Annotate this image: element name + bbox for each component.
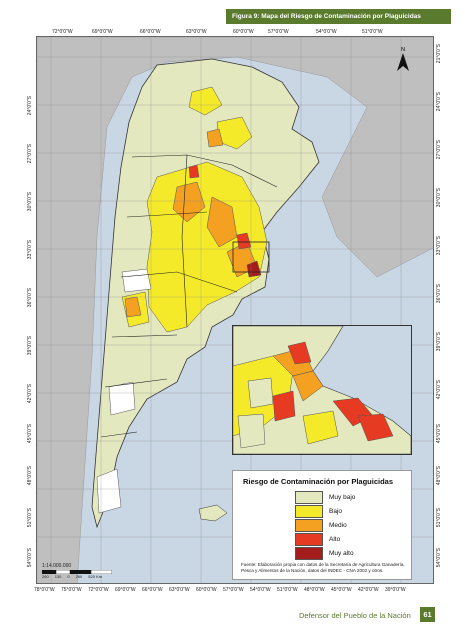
lon-label-bottom: 54°0'0"W [250,587,271,593]
legend-swatch [295,505,323,518]
lat-label-right: 24°0'0"S [436,92,442,112]
lon-label-bottom: 60°0'0"W [196,587,217,593]
lon-label-top: 57°0'0"W [268,29,289,35]
lon-label-top: 54°0'0"W [316,29,337,35]
lat-label-right: 45°0'0"S [436,424,442,444]
lat-label-left: 30°0'0"S [27,192,33,212]
lat-label-left: 48°0'0"S [27,466,33,486]
legend-swatch [295,533,323,546]
lat-label-right: 21°0'0"S [436,44,442,64]
scale-tick: 130 [54,574,62,579]
lon-label-bottom: 78°0'0"W [34,587,55,593]
lat-label-left: 54°0'0"S [27,548,33,568]
page-number: 61 [420,607,435,622]
lat-label-left: 39°0'0"S [27,336,33,356]
legend-item-bajo: Bajo [295,505,342,518]
lon-label-top: 66°0'0"W [140,29,161,35]
lat-label-left: 36°0'0"S [27,288,33,308]
lon-label-bottom: 42°0'0"W [358,587,379,593]
legend-label: Alto [329,536,341,543]
lon-label-bottom: 51°0'0"W [277,587,298,593]
lon-label-top: 51°0'0"W [362,29,383,35]
lat-label-left: 33°0'0"S [27,240,33,260]
legend-item-muy-bajo: Muy bajo [295,491,355,504]
lon-label-bottom: 69°0'0"W [115,587,136,593]
lat-label-right: 36°0'0"S [436,284,442,304]
map-legend: Riesgo de Contaminación por Plaguicidas … [232,470,412,580]
argentina-map [37,37,433,583]
lon-label-top: 60°0'0"W [233,29,254,35]
lat-label-right: 51°0'0"S [436,508,442,528]
lon-label-bottom: 75°0'0"W [61,587,82,593]
lat-label-left: 42°0'0"S [27,384,33,404]
lat-label-left: 24°0'0"S [27,96,33,116]
legend-item-alto: Alto [295,533,340,546]
legend-label: Bajo [329,508,343,515]
lon-label-top: 63°0'0"W [186,29,207,35]
figure-title: Figura 9: Mapa del Riesgo de Contaminaci… [226,9,451,24]
scale-ratio: 1:14.000.000 [42,563,72,569]
map-source-note: Fuente: Elaboración propia con datos de … [241,562,405,573]
lat-label-left: 51°0'0"S [27,508,33,528]
lat-label-right: 48°0'0"S [436,466,442,486]
inset-locator-box [232,241,270,273]
lon-label-bottom: 66°0'0"W [142,587,163,593]
legend-title: Riesgo de Contaminación por Plaguicidas [243,477,394,486]
lat-label-right: 42°0'0"S [436,380,442,400]
scale-bar: 1:14.000.000 260 130 0 260 520 Km [42,563,112,579]
legend-label: Medio [329,522,347,529]
legend-swatch [295,519,323,532]
lon-label-bottom: 45°0'0"W [331,587,352,593]
lon-label-bottom: 39°0'0"W [385,587,406,593]
lon-label-bottom: 63°0'0"W [169,587,190,593]
lat-label-right: 33°0'0"S [436,236,442,256]
legend-label: Muy bajo [329,494,356,501]
north-arrow-icon: N [396,47,410,73]
lon-label-bottom: 48°0'0"W [304,587,325,593]
legend-item-medio: Medio [295,519,347,532]
scale-tick: 0 [67,574,70,579]
lat-label-right: 27°0'0"S [436,140,442,160]
lat-label-left: 45°0'0"S [27,424,33,444]
lat-label-left: 27°0'0"S [27,144,33,164]
inset-map [232,325,412,455]
legend-swatch [295,547,323,560]
legend-swatch [295,491,323,504]
lon-label-top: 72°0'0"W [52,29,73,35]
north-label: N [401,47,405,53]
footer-publisher: Defensor del Pueblo de la Nación [299,611,411,620]
lon-label-bottom: 72°0'0"W [88,587,109,593]
legend-item-muy-alto: Muy alto [295,547,354,560]
legend-label: Muy alto [329,550,354,557]
lon-label-bottom: 57°0'0"W [223,587,244,593]
scale-tick: 260 [75,574,83,579]
lat-label-right: 39°0'0"S [436,332,442,352]
lon-label-top: 69°0'0"W [92,29,113,35]
scale-tick: 260 [42,574,49,579]
lat-label-right: 30°0'0"S [436,188,442,208]
lat-label-right: 54°0'0"S [436,548,442,568]
scale-tick: 520 Km [88,574,103,579]
